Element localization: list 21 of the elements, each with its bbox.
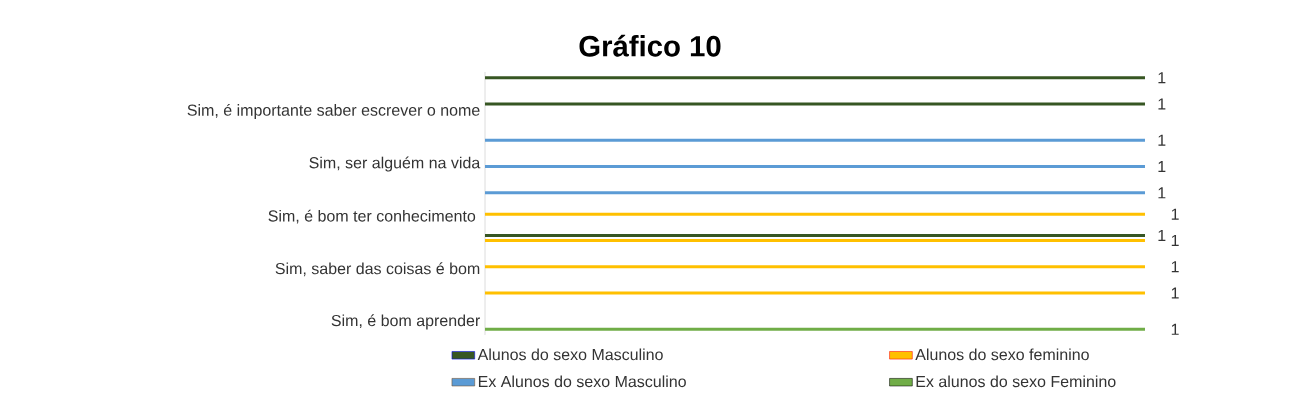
legend-label: Alunos do sexo feminino (915, 348, 1089, 361)
data-label: 1 (1158, 72, 1166, 84)
y-tick-label: Sim, é bom aprender (331, 314, 480, 330)
chart-title: Gráfico 10 (579, 34, 721, 57)
y-tick-label: Sim, é bom ter conhecimento (268, 209, 476, 224)
legend-label: Ex alunos do sexo Feminino (916, 375, 1116, 388)
y-tick-label: Sim, é importante saber escrever o nome (187, 103, 480, 119)
data-label: 1 (1158, 187, 1166, 199)
y-tick-label: Sim, saber das coisas é bom (275, 262, 480, 277)
data-label: 1 (1158, 229, 1166, 241)
legend-label: Alunos do sexo Masculino (477, 348, 663, 361)
data-label: 1 (1158, 161, 1166, 173)
data-label: 1 (1171, 208, 1179, 220)
data-label: 1 (1158, 134, 1166, 146)
data-label: 1 (1171, 323, 1179, 335)
y-tick-label: Sim, ser alguém na vida (309, 156, 481, 172)
data-label: 1 (1171, 234, 1179, 246)
data-label: 1 (1171, 287, 1179, 299)
legend-label: Ex Alunos do sexo Masculino (478, 375, 686, 388)
data-label: 1 (1158, 98, 1166, 110)
data-label: 1 (1171, 261, 1179, 273)
